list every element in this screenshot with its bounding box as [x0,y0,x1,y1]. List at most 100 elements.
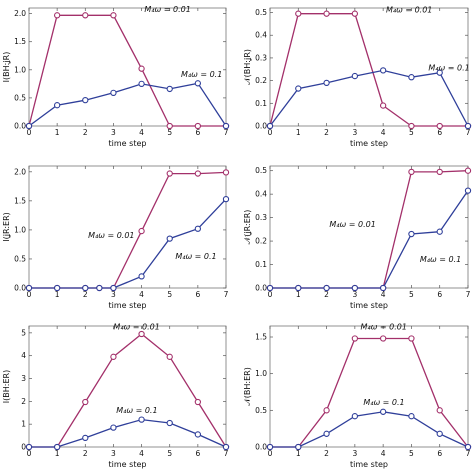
data-point [138,330,145,338]
y-tick-label: 1.5 [14,196,26,205]
series-annotation: M₄ω = 0.01 [88,231,134,240]
data-point [464,443,472,451]
data-point [379,284,387,292]
series-line-2 [28,82,227,127]
data-point [351,284,359,292]
x-tick-label: 4 [139,128,144,137]
plot-frame [28,325,227,448]
series-line-2 [270,411,469,448]
data-point [82,398,89,406]
x-tick-label: 1 [296,290,301,299]
data-point [351,72,359,80]
data-point [82,434,89,442]
y-tick-label: 0.0 [255,284,267,293]
data-point [351,10,359,17]
data-point [53,284,61,292]
data-point [323,79,330,87]
plot-frame [269,7,469,127]
x-tick-label: 1 [296,449,301,458]
y-tick-label: 2.0 [14,167,26,176]
data-point [266,443,274,451]
data-point [464,122,472,130]
x-tick-label: 1 [55,449,60,458]
data-point [82,284,89,292]
x-tick-label: 5 [409,449,414,458]
data-point [436,430,443,437]
x-tick-label: 0 [27,290,32,299]
data-point [323,430,330,437]
data-point [222,122,230,130]
data-point [436,69,443,76]
series-annotation: M₄ω = 0.1 [175,252,216,261]
data-point [436,228,443,235]
data-point [266,284,274,292]
data-point [408,230,415,238]
x-tick-label: 3 [111,128,116,137]
x-tick-label: 0 [27,128,32,137]
y-axis-label: 𝒩(BH:ER) [243,367,252,406]
x-tick-label: 7 [224,290,229,299]
x-tick-label: 5 [167,128,172,137]
x-axis-label: time step [109,139,147,148]
data-point [408,168,415,176]
y-tick-label: 3 [21,374,26,383]
y-tick-label: 0.1 [255,99,267,108]
data-point [110,353,117,360]
series-line-2 [29,198,227,289]
data-point [110,89,117,96]
data-point [96,284,103,292]
data-point [408,122,415,130]
series-annotation: M₄ω = 0.1 [181,70,222,79]
data-point [25,122,33,130]
x-tick-label: 6 [195,449,200,458]
y-axis-label: I(ʝR:ER) [2,212,11,242]
x-tick-label: 0 [268,128,273,137]
y-axis-label: 𝒩(ʝR:ER) [243,210,252,245]
x-tick-label: 0 [27,449,32,458]
data-point [351,335,359,342]
x-tick-label: 1 [55,290,60,299]
y-tick-label: 1.5 [255,333,267,342]
x-axis-label: time step [109,301,147,310]
data-point [53,12,61,19]
data-point [194,225,202,232]
x-tick-label: 6 [195,128,200,137]
y-tick-label: 0 [21,443,26,452]
panel-3: 0 1 2 3 4 5 6 7 0.0 0.5 1.0 1.5 2.0 time step I(ʝR:ER)… [2,165,230,310]
data-point [379,102,387,109]
x-tick-label: 2 [324,128,329,137]
series-line-1 [28,14,226,127]
data-point [222,443,230,451]
y-tick-label: 0.5 [255,8,267,17]
x-tick-label: 2 [83,290,88,299]
data-point [110,12,117,19]
y-tick-label: 1 [21,420,26,429]
data-point [110,424,117,431]
data-point [379,67,387,74]
data-point [166,122,173,130]
data-point [138,227,145,235]
y-tick-label: 0.2 [255,76,267,85]
y-axis-label: I(BH:ʝR) [2,52,11,83]
series-line-1 [270,337,469,448]
series-line-2 [270,190,469,289]
x-axis-label: time step [350,460,388,469]
plot-frame [28,165,227,289]
x-tick-label: 5 [167,290,172,299]
x-tick-label: 3 [111,290,116,299]
x-tick-label: 6 [437,290,442,299]
data-point [82,12,89,19]
series-annotation: M₄ω = 0.01 [361,323,407,332]
x-tick-label: 3 [352,128,357,137]
data-point [194,431,202,438]
panel-6: 0 1 2 3 4 5 6 7 0.0 0.5 1.0 1.5 time step 𝒩(BH:ER) M₄ω… [243,323,472,469]
data-point [295,85,302,92]
x-tick-label: 5 [167,449,172,458]
x-tick-label: 7 [466,290,471,299]
y-tick-label: 2 [21,397,26,406]
x-tick-label: 3 [352,449,357,458]
data-point [25,284,33,292]
y-tick-label: 2.0 [14,9,26,18]
data-point [138,273,145,280]
